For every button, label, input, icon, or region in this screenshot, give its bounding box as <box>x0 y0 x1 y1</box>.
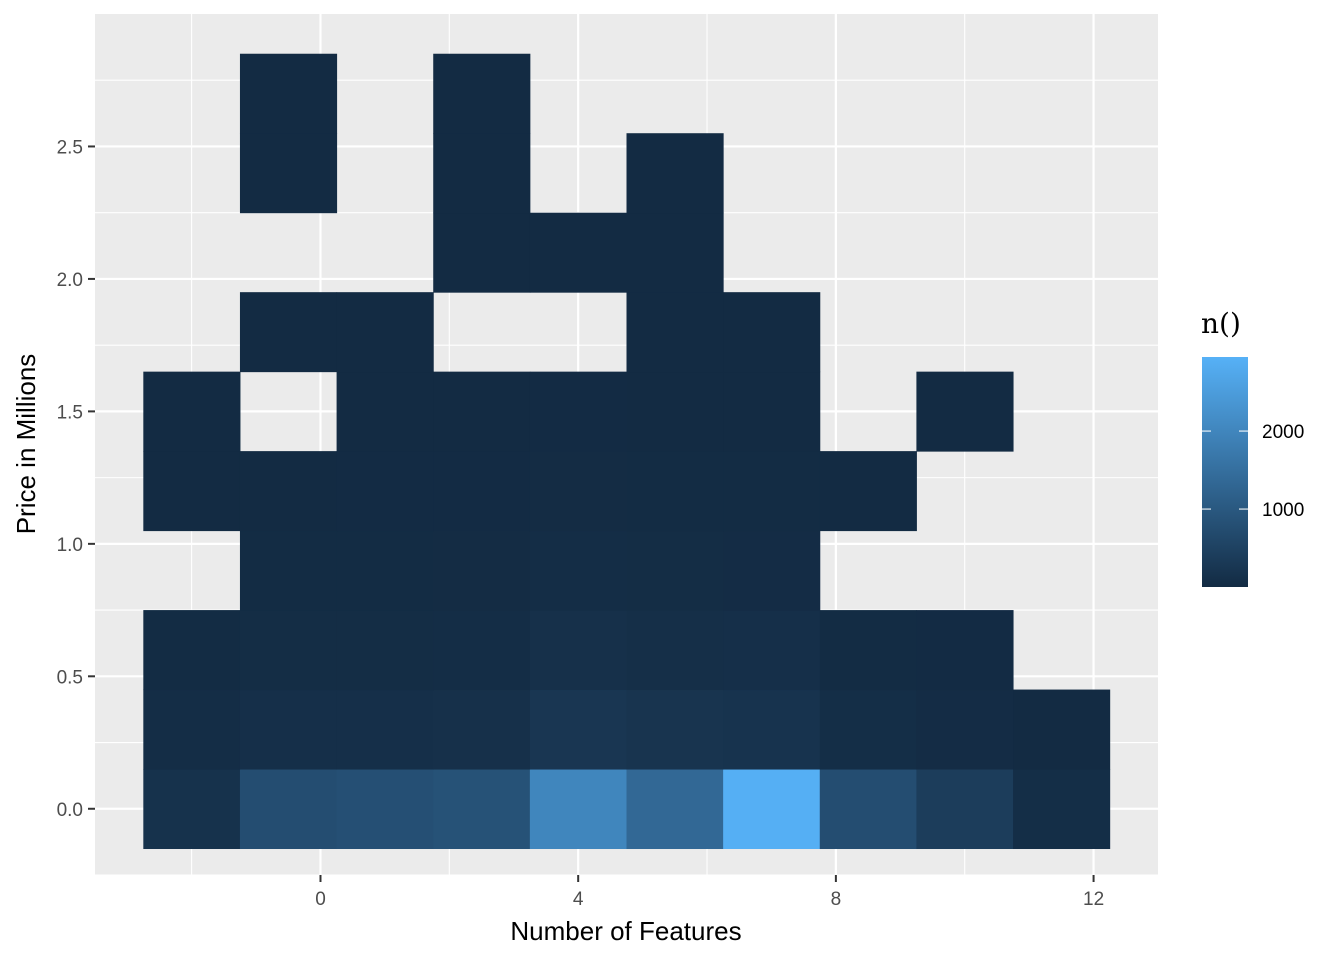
heatmap-cell <box>336 292 434 373</box>
legend-title: n() <box>1201 307 1241 340</box>
heatmap-cell <box>239 451 338 532</box>
y-axis: 0.0 0.5 1.0 1.5 2.0 2.5 <box>57 137 95 821</box>
colorbar-legend: n() 1000 2000 <box>1201 307 1304 587</box>
heatmap-cell <box>433 133 531 214</box>
heatmap-cell <box>336 689 434 770</box>
heatmap-cell <box>143 371 241 452</box>
heatmap-cell <box>723 689 821 770</box>
heatmap-cell <box>529 212 627 293</box>
heatmap-cells <box>143 53 1111 850</box>
y-tick-label: 1.5 <box>57 402 83 423</box>
heatmap-cell <box>626 451 724 532</box>
heatmap-cell <box>143 689 241 770</box>
heatmap-cell <box>626 212 724 293</box>
y-tick-label: 2.0 <box>57 270 83 291</box>
heatmap-cell <box>529 610 627 691</box>
heatmap-cell <box>626 530 724 611</box>
heatmap-cell <box>626 769 724 850</box>
heatmap-cell <box>819 769 917 850</box>
heatmap-cell <box>529 530 627 611</box>
y-tick-label: 2.5 <box>57 137 83 158</box>
x-axis-title: Number of Features <box>510 916 741 946</box>
heatmap-cell <box>529 371 627 452</box>
heatmap-cell <box>239 769 338 850</box>
heatmap-cell <box>239 292 338 373</box>
heatmap-cell <box>916 769 1014 850</box>
y-axis-title: Price in Millions <box>11 354 41 535</box>
heatmap-cell <box>916 689 1014 770</box>
heatmap-cell <box>433 530 531 611</box>
heatmap-cell <box>819 689 917 770</box>
y-tick-label: 0.0 <box>57 800 83 821</box>
heatmap-cell <box>723 769 821 850</box>
heatmap-cell <box>336 769 434 850</box>
colorbar-label: 1000 <box>1262 500 1304 521</box>
heatmap-cell <box>433 451 531 532</box>
heatmap-cell <box>626 371 724 452</box>
heatmap-cell <box>143 451 241 532</box>
colorbar <box>1202 357 1248 587</box>
heatmap-cell <box>433 689 531 770</box>
heatmap-cell <box>819 610 917 691</box>
heatmap-cell <box>433 610 531 691</box>
y-tick-label: 0.5 <box>57 667 83 688</box>
heatmap-cell <box>1013 689 1111 770</box>
heatmap-cell <box>626 133 724 214</box>
heatmap-cell <box>433 769 531 850</box>
colorbar-label: 2000 <box>1262 422 1304 443</box>
heatmap-cell <box>723 610 821 691</box>
heatmap-cell <box>239 689 338 770</box>
x-tick-label: 8 <box>831 889 842 910</box>
heatmap-cell <box>626 610 724 691</box>
heatmap-cell <box>723 530 821 611</box>
heatmap-cell <box>239 610 338 691</box>
heatmap-cell <box>143 769 241 850</box>
heatmap-cell <box>529 689 627 770</box>
heatmap-cell <box>239 530 338 611</box>
heatmap-cell <box>336 610 434 691</box>
x-axis: 0 4 8 12 <box>315 875 1104 910</box>
heatmap-cell <box>336 530 434 611</box>
heatmap-cell <box>529 451 627 532</box>
heatmap-cell <box>529 769 627 850</box>
heatmap-cell <box>916 371 1014 452</box>
x-tick-label: 12 <box>1083 889 1104 910</box>
heatmap-cell <box>239 53 338 134</box>
heatmap-cell <box>723 292 821 373</box>
x-tick-label: 0 <box>315 889 326 910</box>
x-tick-label: 4 <box>573 889 584 910</box>
heatmap-cell <box>1013 769 1111 850</box>
heatmap-cell <box>916 610 1014 691</box>
heatmap-cell <box>433 212 531 293</box>
heatmap-cell <box>626 292 724 373</box>
heatmap-cell <box>336 371 434 452</box>
colorbar-ticks: 1000 2000 <box>1202 422 1304 521</box>
heatmap-cell <box>723 451 821 532</box>
heatmap-cell <box>239 133 338 214</box>
heatmap-cell <box>626 689 724 770</box>
y-tick-label: 1.0 <box>57 535 83 556</box>
heatmap-cell <box>143 610 241 691</box>
heatmap-cell <box>433 53 531 134</box>
heatmap-cell <box>819 451 917 532</box>
heatmap-cell <box>433 371 531 452</box>
heatmap-cell <box>336 451 434 532</box>
heatmap-cell <box>723 371 821 452</box>
